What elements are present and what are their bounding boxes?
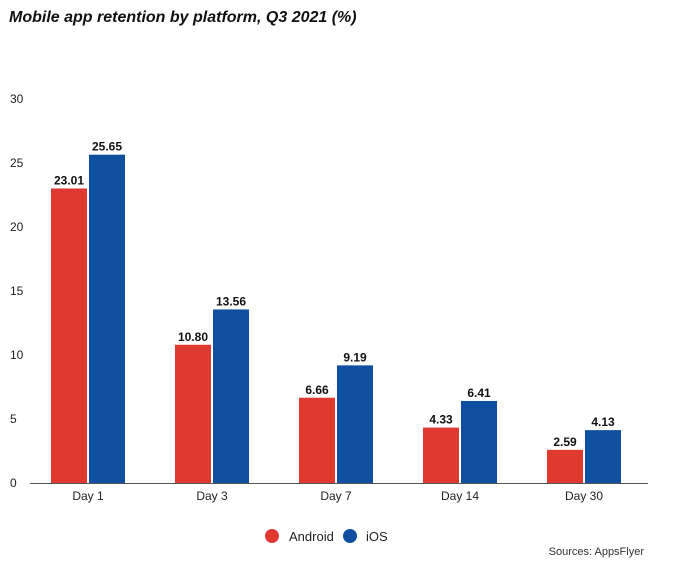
android-bar — [175, 344, 211, 483]
y-tick-label: 15 — [10, 284, 24, 298]
y-tick-label: 20 — [10, 220, 24, 234]
ios-data-label: 13.56 — [216, 294, 246, 308]
x-tick-label: Day 30 — [565, 489, 603, 503]
ios-bar — [461, 400, 497, 483]
ios-bar — [585, 430, 621, 483]
x-tick-label: Day 14 — [441, 489, 479, 503]
legend-label: iOS — [366, 529, 388, 544]
y-tick-label: 30 — [10, 92, 24, 106]
android-bar — [423, 427, 459, 483]
android-data-label: 6.66 — [305, 383, 329, 397]
android-data-label: 4.33 — [429, 413, 453, 427]
source-note: Sources: AppsFlyer — [548, 546, 644, 558]
chart-title: Mobile app retention by platform, Q3 202… — [9, 9, 357, 26]
y-tick-label: 10 — [10, 348, 24, 362]
y-tick-label: 25 — [10, 156, 24, 170]
x-tick-label: Day 7 — [320, 489, 352, 503]
android-bar — [299, 397, 335, 483]
ios-bar — [213, 309, 249, 483]
y-tick-label: 0 — [10, 476, 17, 490]
x-tick-label: Day 1 — [72, 489, 104, 503]
ios-data-label: 6.41 — [467, 386, 491, 400]
legend-swatch — [343, 529, 357, 543]
ios-bar — [89, 154, 125, 483]
android-data-label: 10.80 — [178, 330, 208, 344]
x-tick-label: Day 3 — [196, 489, 228, 503]
android-data-label: 2.59 — [553, 435, 577, 449]
legend-swatch — [265, 529, 279, 543]
ios-bar — [337, 365, 373, 483]
ios-data-label: 4.13 — [591, 415, 615, 429]
android-bar — [51, 188, 87, 484]
y-tick-label: 5 — [10, 412, 17, 426]
android-data-label: 23.01 — [54, 173, 84, 187]
ios-data-label: 9.19 — [343, 350, 367, 364]
ios-data-label: 25.65 — [92, 140, 122, 154]
legend-label: Android — [289, 529, 334, 544]
android-bar — [547, 449, 583, 483]
